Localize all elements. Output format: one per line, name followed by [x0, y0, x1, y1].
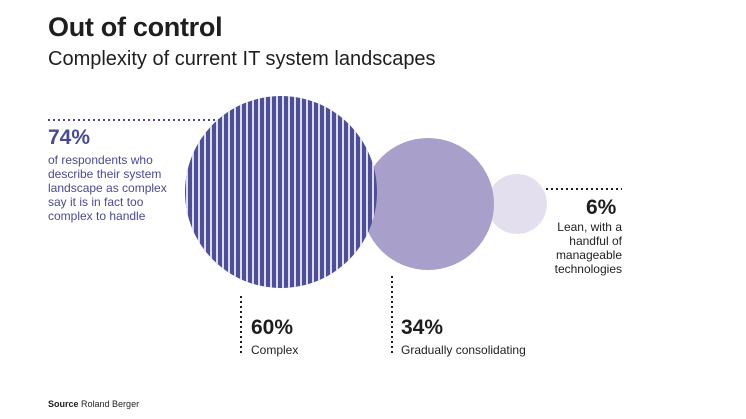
bubble-gradual [362, 138, 494, 270]
gradual-percent: 34% [401, 316, 444, 339]
bubble-complex [185, 96, 377, 288]
chart-title: Out of control [48, 12, 223, 42]
gradual-label: Gradually consolidating [401, 343, 526, 357]
lean-label-line: technologies [554, 262, 622, 276]
source-text: Roland Berger [81, 399, 140, 409]
lean-label-line: manageable [555, 248, 622, 262]
source-prefix: Source [48, 399, 79, 409]
lean-label-line: Lean, with a [557, 220, 622, 234]
complex-percent: 60% [251, 316, 294, 339]
bubble-lean [487, 174, 547, 234]
complex-label: Complex [251, 343, 299, 357]
lean-label: Lean, with a handful of manageable techn… [540, 220, 622, 276]
callout-text: of respondents who describe their system… [48, 153, 167, 223]
source-note: Source Roland Berger [48, 399, 139, 409]
lean-label-line: handful of [569, 234, 622, 248]
chart-subtitle: Complexity of current IT system landscap… [48, 48, 436, 70]
callout-percent: 74% [48, 126, 91, 149]
lean-percent: 6% [586, 196, 617, 219]
